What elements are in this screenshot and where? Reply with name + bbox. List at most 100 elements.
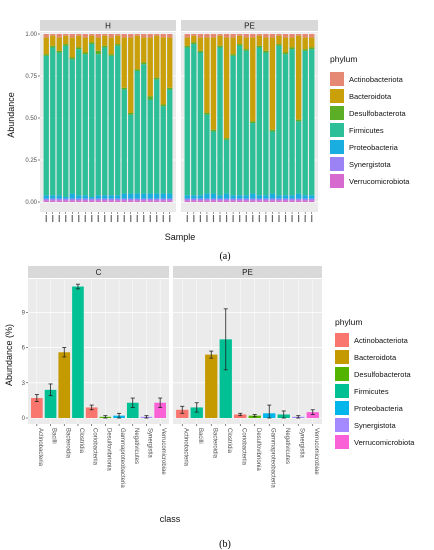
bar-segment-firmicutes xyxy=(250,123,256,194)
bar-segment-verrucomicrobiota xyxy=(210,200,217,202)
bar-segment-actinobacteriota xyxy=(121,34,127,38)
bar-clostridia xyxy=(219,339,232,418)
x-tick-label-mark xyxy=(225,215,228,222)
bar-segment-actinobacteriota xyxy=(191,34,197,36)
bar-segment-synergistota xyxy=(184,198,190,201)
figure-b-legend: phylum Actinobacteriota Bacteroidota Desulf… xyxy=(335,317,415,449)
x-tick-label-mark xyxy=(97,215,99,222)
bar-segment-actinobacteriota xyxy=(43,34,49,38)
y-tick-label: 3 xyxy=(22,381,26,387)
x-tick-label-mark xyxy=(123,215,125,222)
panel-background xyxy=(173,279,322,424)
bar-segment-synergistota xyxy=(295,198,302,201)
y-tick-label: 6 xyxy=(22,346,26,352)
bar-segment-synergistota xyxy=(210,198,217,201)
legend-swatch xyxy=(330,89,344,103)
bar-clostridia xyxy=(72,286,84,418)
bar-segment-actinobacteriota xyxy=(69,34,75,38)
bar-segment-desulfobacterota xyxy=(289,47,295,50)
bar-segment-proteobacteria xyxy=(147,193,153,199)
bar-segment-desulfobacterota xyxy=(263,50,269,53)
bar-segment-proteobacteria xyxy=(134,193,140,199)
bar-segment-synergistota xyxy=(154,198,160,201)
bar-segment-firmicutes xyxy=(263,52,269,196)
x-tick-label: Clostridia xyxy=(78,428,84,454)
bar-segment-bacteroidota xyxy=(121,37,127,88)
x-tick-label: Actinobacteria xyxy=(37,428,43,467)
bar-segment-bacteroidota xyxy=(309,37,315,48)
x-tick-label-mark xyxy=(117,215,119,222)
x-tick-label: Gammaproteobacteria xyxy=(119,428,125,488)
bar-segment-verrucomicrobiota xyxy=(243,200,249,202)
x-tick-label-mark xyxy=(169,215,171,222)
legend-label: Verrucomicrobiota xyxy=(349,177,410,186)
legend-label: Bacteroidota xyxy=(349,92,392,101)
y-tick-label: 0 xyxy=(22,416,26,422)
bar-segment-verrucomicrobiota xyxy=(128,200,134,202)
bar-segment-firmicutes xyxy=(191,44,197,196)
bar-segment-bacteroidota xyxy=(82,37,88,53)
x-tick-label-mark xyxy=(130,215,132,222)
bar-segment-firmicutes xyxy=(282,54,289,196)
bar-segment-firmicutes xyxy=(230,55,236,196)
x-tick-label-mark xyxy=(156,215,158,222)
bar-segment-desulfobacterota xyxy=(50,45,56,48)
bar-segment-verrucomicrobiota xyxy=(76,200,82,202)
x-tick-label: Bacteroidia xyxy=(211,428,217,459)
bar-segment-verrucomicrobiota xyxy=(184,200,190,202)
x-tick-label-mark xyxy=(52,215,54,222)
bar-segment-firmicutes xyxy=(102,47,108,196)
bar-segment-proteobacteria xyxy=(197,195,204,199)
bar-segment-proteobacteria xyxy=(82,195,88,199)
bar-segment-synergistota xyxy=(289,198,295,201)
bar-segment-proteobacteria xyxy=(141,193,147,199)
bar-segment-desulfobacterota xyxy=(276,44,282,46)
bar-segment-synergistota xyxy=(223,198,230,201)
legend-swatch xyxy=(330,157,344,171)
bar-segment-firmicutes xyxy=(108,55,114,196)
x-tick-label-mark xyxy=(232,215,234,222)
bar-segment-synergistota xyxy=(250,198,256,201)
bar-segment-bacteroidota xyxy=(230,37,236,55)
legend-label: Bacteroidota xyxy=(354,353,397,362)
x-tick-label-mark xyxy=(136,215,138,222)
bar-segment-verrucomicrobiota xyxy=(236,200,243,202)
facet-label-pe: PE xyxy=(242,268,253,277)
bar-segment-desulfobacterota xyxy=(282,52,289,55)
bar-segment-bacteroidota xyxy=(95,37,101,51)
bar-segment-verrucomicrobiota xyxy=(282,200,289,202)
bar-segment-proteobacteria xyxy=(184,195,190,199)
bar-segment-synergistota xyxy=(269,198,276,201)
bar-segment-verrucomicrobiota xyxy=(108,200,114,202)
facet-strip-pe xyxy=(181,20,318,31)
bar-segment-actinobacteriota xyxy=(50,34,56,36)
bar-bacilli xyxy=(190,407,203,418)
bar-segment-actinobacteriota xyxy=(184,34,190,38)
legend-label: Desulfobacterota xyxy=(354,370,412,379)
bar-segment-verrucomicrobiota xyxy=(263,200,269,202)
bar-segment-firmicutes xyxy=(50,47,56,196)
bar-segment-proteobacteria xyxy=(76,195,82,199)
bar-segment-bacteroidota xyxy=(154,35,160,78)
bar-segment-bacteroidota xyxy=(289,37,295,48)
bar-segment-verrucomicrobiota xyxy=(223,200,230,202)
bar-segment-verrucomicrobiota xyxy=(141,200,147,202)
bar-segment-synergistota xyxy=(63,198,69,201)
bar-segment-desulfobacterota xyxy=(63,44,69,46)
legend-swatch xyxy=(335,350,349,364)
legend-swatch xyxy=(335,435,349,449)
legend-title: phylum xyxy=(330,54,357,64)
x-tick-label-mark xyxy=(212,215,215,222)
bar-segment-verrucomicrobiota xyxy=(154,200,160,202)
bar-segment-desulfobacterota xyxy=(269,129,276,132)
bar-segment-bacteroidota xyxy=(160,37,166,105)
bar-verrucomicrobiae xyxy=(306,412,319,418)
figure-b-x-axis-title: class xyxy=(160,514,181,524)
bar-segment-bacteroidota xyxy=(69,37,75,58)
bar-segment-actinobacteriota xyxy=(128,34,134,38)
bar-segment-desulfobacterota xyxy=(134,69,140,71)
legend-swatch xyxy=(335,384,349,398)
bar-segment-proteobacteria xyxy=(236,195,243,199)
bar-segment-verrucomicrobiota xyxy=(50,200,56,202)
x-tick-label-mark xyxy=(71,215,73,222)
